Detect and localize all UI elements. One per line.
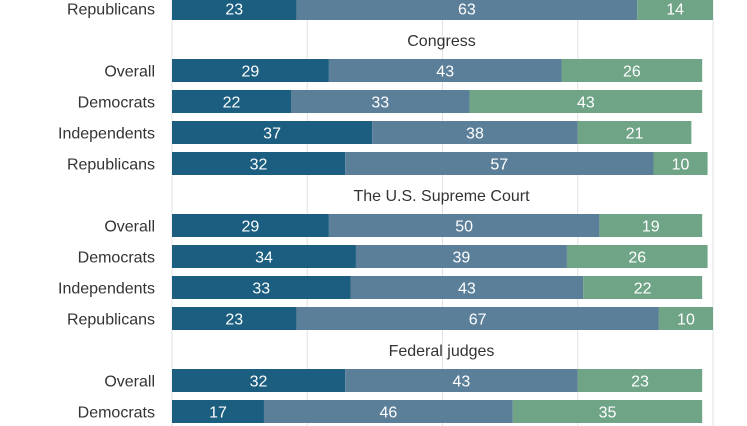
bar-segment — [172, 245, 356, 268]
row-label: Independents — [58, 126, 155, 143]
data-label: 43 — [458, 281, 476, 298]
data-label: 39 — [453, 250, 471, 267]
bar-segment — [172, 400, 264, 423]
data-label: 10 — [677, 312, 695, 329]
data-label: 32 — [250, 374, 268, 391]
data-label: 33 — [252, 281, 270, 298]
row-label: Independents — [58, 281, 155, 298]
row-label: Overall — [104, 374, 155, 391]
data-label: 43 — [577, 95, 595, 112]
bar-segment — [328, 59, 562, 82]
bar-segment — [355, 245, 567, 268]
row-label: Republicans — [67, 312, 155, 329]
group-title: The U.S. Supreme Court — [353, 188, 530, 205]
bar-segment — [172, 369, 346, 392]
data-label: 34 — [255, 250, 273, 267]
row-label: Republicans — [67, 157, 155, 174]
data-label: 23 — [225, 2, 243, 19]
data-label: 35 — [599, 405, 617, 422]
data-label: 14 — [666, 2, 684, 19]
bar-segment — [577, 369, 703, 392]
data-label: 21 — [626, 126, 644, 143]
bar-segment — [172, 307, 297, 330]
row-label: Democrats — [78, 405, 155, 422]
data-label: 19 — [642, 219, 660, 236]
bar-segment — [296, 307, 659, 330]
row-label: Republicans — [67, 2, 155, 19]
bar-segment — [345, 369, 578, 392]
data-label: 22 — [223, 95, 241, 112]
bar-segment — [296, 0, 638, 20]
data-label: 63 — [458, 2, 476, 19]
row-label: Overall — [104, 64, 155, 81]
bar-segment — [172, 121, 373, 144]
bar-segment — [291, 90, 470, 113]
data-label: 32 — [250, 157, 268, 174]
bar-segment — [328, 214, 600, 237]
bar-segment — [172, 90, 292, 113]
bar-segment — [653, 152, 708, 175]
data-label: 67 — [469, 312, 487, 329]
data-label: 33 — [371, 95, 389, 112]
bar-segment — [172, 0, 297, 20]
data-label: 22 — [634, 281, 652, 298]
bar-segment — [172, 276, 351, 299]
bar-segment — [350, 276, 584, 299]
data-label: 38 — [466, 126, 484, 143]
bar-segment — [372, 121, 578, 144]
bar-segment — [566, 245, 708, 268]
bar-segment — [172, 152, 346, 175]
data-label: 43 — [453, 374, 471, 391]
bar-segment — [172, 214, 329, 237]
data-label: 29 — [242, 219, 260, 236]
data-label: 26 — [628, 250, 646, 267]
bar-segment — [263, 400, 513, 423]
bar-segment — [658, 307, 713, 330]
data-label: 29 — [242, 64, 260, 81]
data-label: 23 — [631, 374, 649, 391]
data-label: 43 — [436, 64, 454, 81]
bar-segment — [172, 59, 329, 82]
bar-segment — [577, 121, 692, 144]
data-label: 50 — [455, 219, 473, 236]
data-label: 17 — [209, 405, 227, 422]
data-label: 26 — [623, 64, 641, 81]
data-label: 23 — [225, 312, 243, 329]
row-label: Overall — [104, 219, 155, 236]
bar-segment — [637, 0, 713, 20]
row-label: Democrats — [78, 95, 155, 112]
bar-segment — [583, 276, 703, 299]
bar-segment — [345, 152, 654, 175]
group-title: Federal judges — [389, 343, 495, 360]
bar-segment — [469, 90, 703, 113]
bar-segment — [512, 400, 703, 423]
data-label: 46 — [380, 405, 398, 422]
row-label: Democrats — [78, 250, 155, 267]
bar-segment — [599, 214, 703, 237]
data-label: 37 — [263, 126, 281, 143]
group-title: Congress — [407, 33, 475, 50]
bar-segment — [561, 59, 703, 82]
data-label: 10 — [672, 157, 690, 174]
data-label: 57 — [490, 157, 508, 174]
